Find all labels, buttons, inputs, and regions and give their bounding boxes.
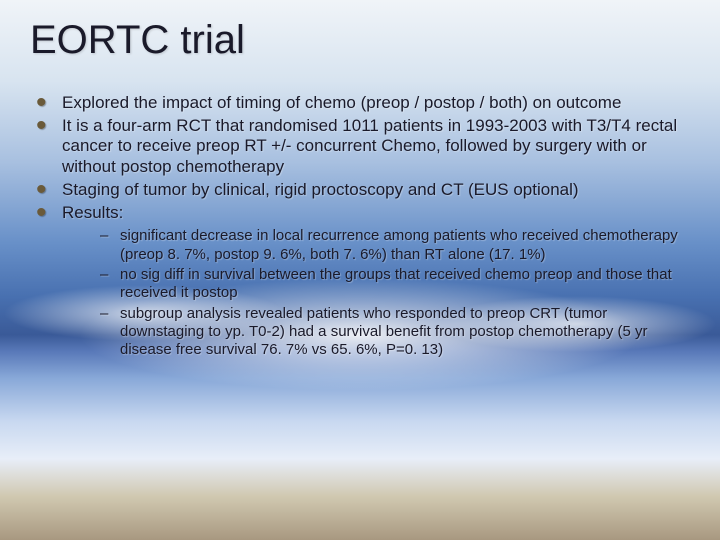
slide-content: EORTC trial Explored the impact of timin… xyxy=(0,0,720,359)
bullet-text: Staging of tumor by clinical, rigid proc… xyxy=(62,180,579,199)
bullet-item: It is a four-arm RCT that randomised 101… xyxy=(30,116,690,178)
sub-bullet-list: significant decrease in local recurrence… xyxy=(62,227,690,359)
bullet-text: It is a four-arm RCT that randomised 101… xyxy=(62,116,677,176)
sub-bullet-text: subgroup analysis revealed patients who … xyxy=(120,305,648,359)
bullet-text: Explored the impact of timing of chemo (… xyxy=(62,93,621,112)
sub-bullet-item: subgroup analysis revealed patients who … xyxy=(100,305,690,360)
sub-bullet-item: no sig diff in survival between the grou… xyxy=(100,266,690,303)
slide: EORTC trial Explored the impact of timin… xyxy=(0,0,720,540)
sub-bullet-text: no sig diff in survival between the grou… xyxy=(120,266,672,301)
bullet-list: Explored the impact of timing of chemo (… xyxy=(30,93,690,359)
sub-bullet-item: significant decrease in local recurrence… xyxy=(100,227,690,264)
slide-title: EORTC trial xyxy=(30,18,690,63)
sub-bullet-text: significant decrease in local recurrence… xyxy=(120,227,678,262)
bullet-text: Results: xyxy=(62,203,123,222)
bullet-item: Explored the impact of timing of chemo (… xyxy=(30,93,690,114)
bullet-item: Staging of tumor by clinical, rigid proc… xyxy=(30,180,690,201)
bullet-item: Results: significant decrease in local r… xyxy=(30,203,690,360)
